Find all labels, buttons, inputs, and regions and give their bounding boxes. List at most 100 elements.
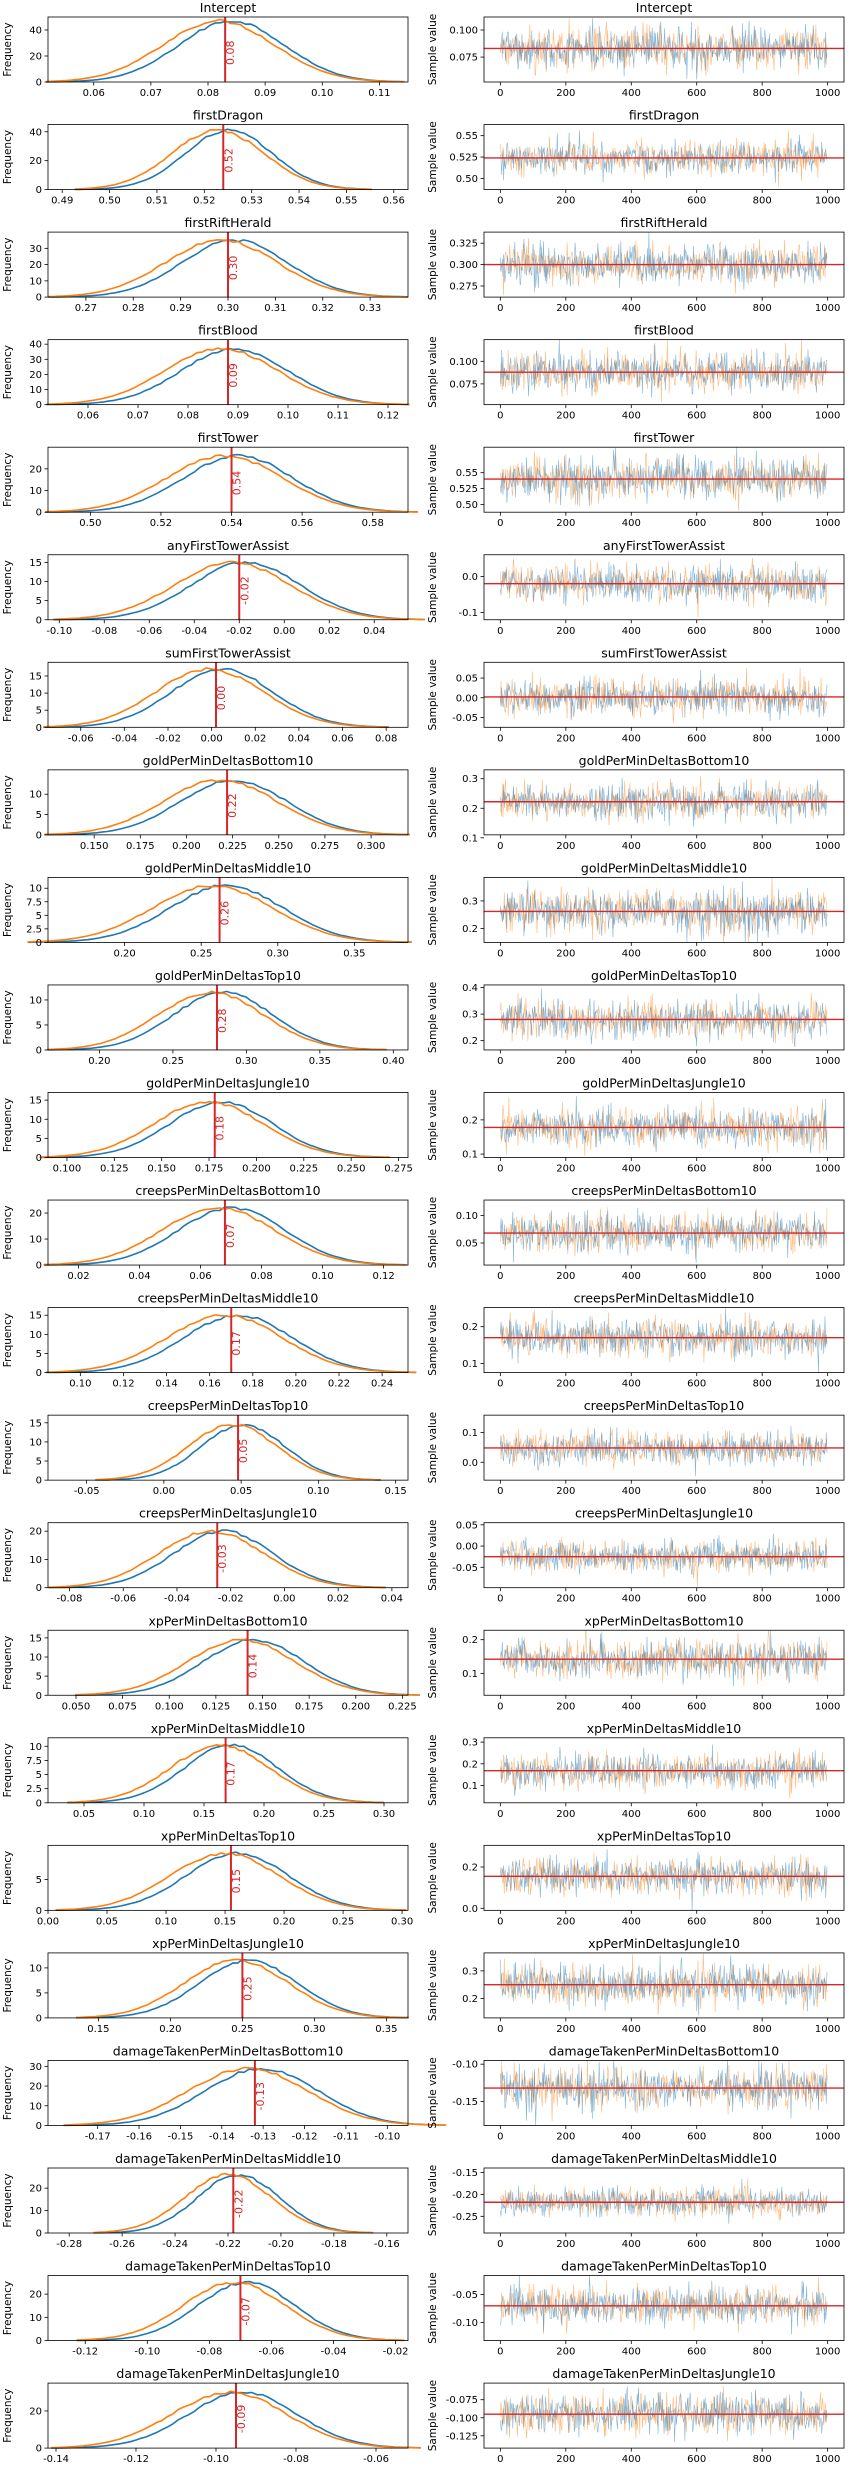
trace-xtick-label: 600 <box>687 626 706 637</box>
trace-xtick-label: 1000 <box>815 2239 840 2250</box>
histogram-xtick-label: 0.54 <box>220 518 242 529</box>
trace-xtick-label: 0 <box>497 88 503 99</box>
param-row-firstTower: firstTower Frequency 0.54 0.50 0.52 0.54 0.56 0… <box>2 430 845 529</box>
trace-frame <box>483 554 845 621</box>
trace-xtick-label: 200 <box>556 1379 575 1390</box>
histogram-xtick-label: 0.25 <box>190 948 212 959</box>
histogram-xtick-label: 0.58 <box>362 518 384 529</box>
histogram-ytick-label: 15 <box>29 1311 42 1322</box>
trace-ytick-label: 0.55 <box>456 468 478 479</box>
param-row-goldPerMinDeltasMiddle10: goldPerMinDeltasMiddle10 Frequency 0.26 0.2… <box>2 860 845 959</box>
histogram-ylabel: Frequency <box>2 883 14 937</box>
histogram-xtick-label: 0.00 <box>201 733 223 744</box>
trace-title: goldPerMinDeltasJungle10 <box>582 1076 746 1091</box>
trace-title: sumFirstTowerAssist <box>601 645 727 660</box>
histogram-xtick-label: 0.56 <box>291 518 313 529</box>
trace-ylabel: Sample value <box>427 1304 439 1375</box>
histogram-xtick-label: 0.15 <box>193 1809 215 1820</box>
trace-ylabel: Sample value <box>427 1412 439 1483</box>
histogram-xtick-label: 0.150 <box>147 1164 176 1175</box>
histogram-xtick-label: 0.00 <box>37 1916 59 1927</box>
histogram-xtick-label: 0.09 <box>254 88 276 99</box>
trace-ytick-label: -0.10 <box>452 2318 478 2329</box>
trace-frame <box>483 1414 845 1481</box>
param-row-firstBlood: firstBlood Frequency 0.09 0.06 0.07 0.08 0.09 0… <box>2 323 845 422</box>
histogram-xtick-label: -0.12 <box>123 2454 149 2465</box>
mean-label: 0.18 <box>214 1116 227 1141</box>
trace-xtick-label: 400 <box>622 733 641 744</box>
histogram-ytick-label: 5 <box>36 596 42 607</box>
trace-xtick-label: 1000 <box>815 1486 840 1497</box>
histogram-xtick-label: -0.20 <box>268 2239 294 2250</box>
histogram-xtick-label: 0.20 <box>273 1916 295 1927</box>
trace-xtick-label: 600 <box>687 1809 706 1820</box>
trace-xtick-label: 600 <box>687 518 706 529</box>
histogram-xtick-label: 0.10 <box>155 1916 177 1927</box>
trace-xtick-label: 400 <box>622 1164 641 1175</box>
trace-title: Intercept <box>636 0 693 15</box>
trace-xtick-label: 800 <box>753 1809 772 1820</box>
trace-frame <box>483 2382 845 2449</box>
trace-xtick-label: 0 <box>497 841 503 852</box>
trace-ytick-label: -0.05 <box>452 1563 478 1574</box>
trace-ylabel: Sample value <box>427 444 439 515</box>
histogram-xtick-label: 0.50 <box>79 518 101 529</box>
histogram-xtick-label: 0.200 <box>242 1164 271 1175</box>
histogram-ytick-label: 0 <box>36 508 42 519</box>
histogram-ytick-label: 20 <box>29 2290 42 2301</box>
trace-xtick-label: 1000 <box>815 1164 840 1175</box>
param-row-sumFirstTowerAssist: sumFirstTowerAssist Frequency 0.00 -0.06 -0.… <box>2 645 845 744</box>
trace-xtick-label: 0 <box>497 626 503 637</box>
trace-ylabel: Sample value <box>427 552 439 623</box>
histogram-xtick-label: 0.35 <box>343 948 365 959</box>
histogram-frame <box>47 1092 409 1158</box>
trace-chain-1 <box>500 1955 828 2016</box>
trace-ytick-label: 0.275 <box>449 281 478 292</box>
histogram-ytick-label: 5 <box>36 1672 42 1683</box>
trace-ytick-label: 0.3 <box>462 774 478 785</box>
trace-xtick-label: 600 <box>687 1056 706 1067</box>
histogram-xtick-label: 0.10 <box>277 411 299 422</box>
histogram-xtick-label: 0.125 <box>100 1164 129 1175</box>
histogram-xtick-label: 0.10 <box>311 88 333 99</box>
histogram-title: firstRiftHerald <box>185 215 272 230</box>
trace-xtick-label: 800 <box>753 626 772 637</box>
histogram-xtick-label: -0.08 <box>196 2347 222 2358</box>
trace-ytick-label: 0.2 <box>462 924 478 935</box>
trace-xtick-label: 600 <box>687 411 706 422</box>
trace-xtick-label: 0 <box>497 1916 503 1927</box>
histogram-ytick-label: 10 <box>29 276 42 287</box>
histogram-ytick-label: 2.5 <box>26 924 42 935</box>
trace-ytick-label: 0.1 <box>462 1150 478 1161</box>
trace-chain-2 <box>500 668 828 724</box>
trace-xtick-label: 0 <box>497 411 503 422</box>
histogram-ytick-label: 5 <box>36 1457 42 1468</box>
trace-title: firstBlood <box>634 323 694 338</box>
histogram-xtick-label: -0.11 <box>333 2131 359 2142</box>
trace-frame <box>483 984 845 1051</box>
histogram-ytick-label: 10 <box>29 995 42 1006</box>
histogram-xtick-label: 0.25 <box>332 1916 354 1927</box>
trace-ytick-label: 0.0 <box>462 1904 478 1915</box>
histogram-xtick-label: 0.225 <box>388 1701 417 1712</box>
histogram-xtick-label: 0.150 <box>248 1701 277 1712</box>
histogram-xtick-label: 0.28 <box>122 303 144 314</box>
histogram-xtick-label: 0.15 <box>214 1916 236 1927</box>
histogram-xtick-label: -0.17 <box>85 2131 111 2142</box>
histogram-xtick-label: -0.22 <box>215 2239 241 2250</box>
histogram-ytick-label: 10 <box>29 790 42 801</box>
histogram-ylabel: Frequency <box>2 2066 14 2120</box>
histogram-xtick-label: 0.52 <box>193 196 215 207</box>
histogram-ytick-label: 0 <box>36 400 42 411</box>
histogram-ytick-label: 20 <box>29 260 42 271</box>
trace-xtick-label: 400 <box>622 1486 641 1497</box>
mean-label: 0.25 <box>241 1976 254 2001</box>
histogram-ytick-label: 0 <box>36 2013 42 2024</box>
histogram-frame <box>47 1629 409 1696</box>
histogram-ytick-label: 0 <box>36 1045 42 1056</box>
trace-ytick-label: 0.2 <box>462 1759 478 1770</box>
histogram-xtick-label: 0.55 <box>335 196 357 207</box>
histogram-xtick-label: 0.02 <box>67 1271 89 1282</box>
histogram-title: firstTower <box>198 430 259 445</box>
